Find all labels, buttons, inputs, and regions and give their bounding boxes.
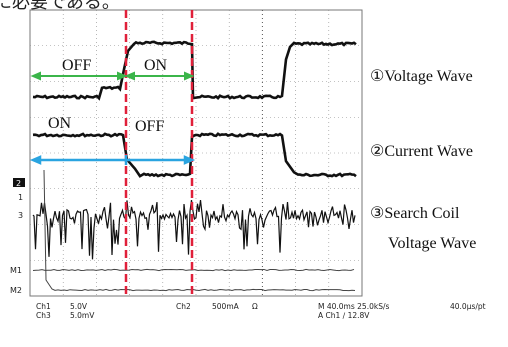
figure: に必要である。 OFF ON ON OFF ①Voltage Wave ②Cur… bbox=[0, 0, 508, 347]
status-text: 5.0mV bbox=[70, 311, 95, 320]
annotation: OFF bbox=[62, 57, 91, 74]
wave-label: ②Current Wave bbox=[370, 143, 473, 160]
channel-marker: M2 bbox=[10, 286, 22, 295]
status-text: Ω bbox=[252, 302, 258, 311]
status-text: 40.0μs/pt bbox=[450, 302, 486, 311]
annotation: ON bbox=[144, 57, 168, 74]
status-text: A Ch1 ∕ 12.8V bbox=[318, 311, 370, 320]
status-text: Ch1 bbox=[36, 302, 51, 311]
scope-frame bbox=[30, 10, 362, 296]
page: に必要である。 OFF ON ON OFF ①Voltage Wave ②Cur… bbox=[0, 0, 508, 347]
annotation: ON bbox=[48, 115, 72, 132]
channel-marker: 2 bbox=[16, 179, 21, 188]
status-text: 5.0V bbox=[70, 302, 88, 311]
status-text: Ch3 bbox=[36, 311, 51, 320]
channel-marker: M1 bbox=[10, 266, 22, 275]
channel-marker: 3 bbox=[18, 211, 23, 220]
wave-label: Voltage Wave bbox=[388, 235, 476, 252]
status-text: M 40.0ms 25.0kS/s bbox=[318, 302, 389, 311]
annotation: OFF bbox=[135, 118, 164, 135]
status-text: Ch2 bbox=[176, 302, 191, 311]
wave-label: ①Voltage Wave bbox=[370, 68, 473, 85]
wave-label: ③Search Coil bbox=[370, 205, 460, 222]
scope-screen bbox=[30, 10, 362, 296]
status-text: 500mA bbox=[212, 302, 240, 311]
channel-marker: 1 bbox=[18, 193, 23, 202]
